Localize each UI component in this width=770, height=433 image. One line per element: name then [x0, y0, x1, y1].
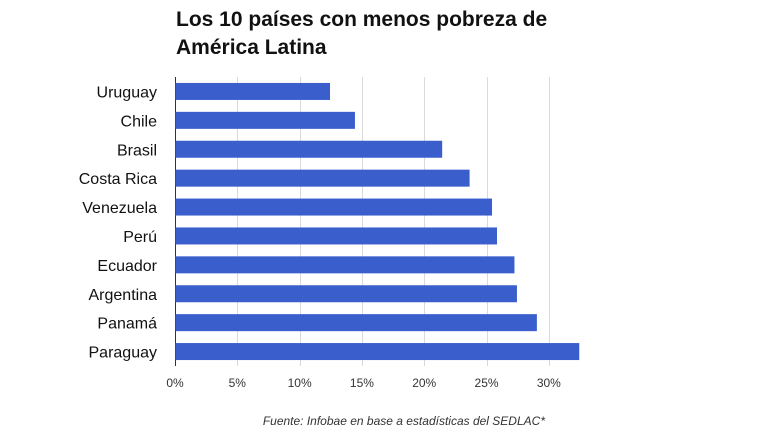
category-label: Uruguay	[97, 84, 157, 101]
category-label: Argentina	[89, 287, 158, 304]
category-label: Brasil	[117, 142, 157, 159]
chart-title: Los 10 países con menos pobreza de Améri…	[176, 6, 736, 62]
bar-venezuela	[175, 198, 493, 216]
x-tick-label: 5%	[229, 376, 247, 390]
x-tick-label: 25%	[475, 376, 499, 390]
category-label: Paraguay	[89, 345, 158, 362]
bar-ecuador	[175, 256, 515, 274]
chart-title-line-2: América Latina	[176, 36, 327, 59]
x-tick-label: 0%	[166, 376, 184, 390]
bar-uruguay	[175, 82, 331, 100]
category-label: Chile	[121, 113, 158, 130]
x-tick-label: 20%	[412, 376, 436, 390]
bar-argentina	[175, 285, 517, 303]
category-label: Perú	[123, 229, 157, 246]
x-tick-label: 15%	[350, 376, 374, 390]
x-tick-labels: 0% 5% 10% 15% 20% 25% 30%	[166, 376, 561, 390]
category-labels: Uruguay Chile Brasil Costa Rica Venezuela Per…	[79, 84, 158, 361]
bar-brasil	[175, 140, 443, 158]
source-note: Fuente: Infobae en base a estadísticas d…	[262, 414, 545, 428]
bar-perú	[175, 227, 498, 245]
bar-paraguay	[175, 343, 580, 361]
bars	[175, 82, 580, 361]
bar-chile	[175, 111, 355, 129]
x-tick-label: 10%	[288, 376, 312, 390]
bar-panamá	[175, 314, 537, 332]
bar-costa-rica	[175, 169, 470, 187]
category-label: Venezuela	[82, 200, 157, 217]
category-label: Ecuador	[97, 258, 157, 275]
category-label: Panamá	[97, 316, 157, 333]
x-tick-label: 30%	[537, 376, 561, 390]
chart-title-line-1: Los 10 países con menos pobreza de	[176, 8, 548, 31]
category-label: Costa Rica	[79, 171, 157, 188]
